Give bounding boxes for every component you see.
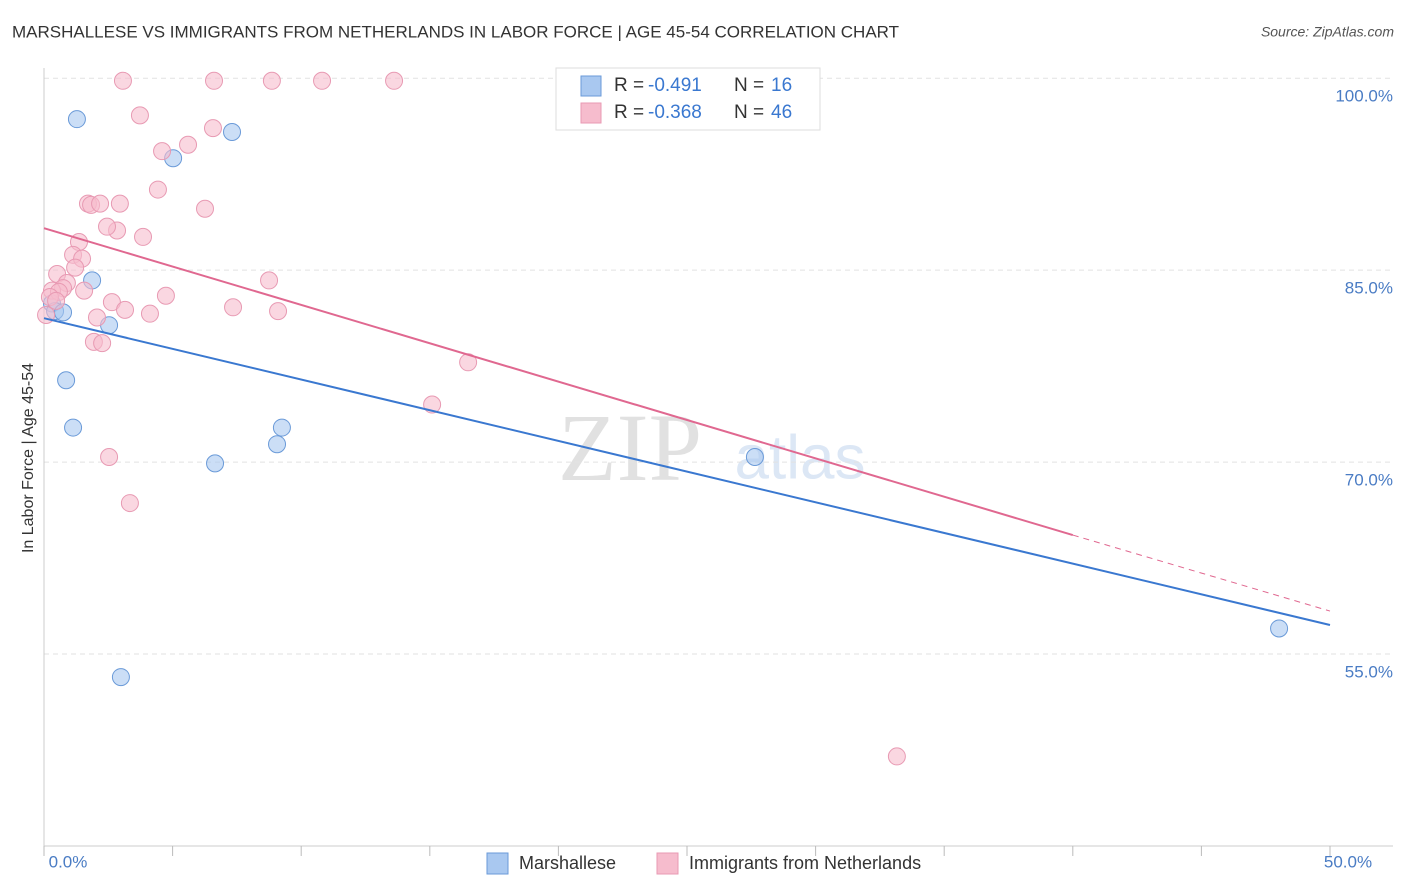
y-tick-label: 55.0% [1345,663,1393,682]
legend-label: Marshallese [519,853,616,873]
point [111,668,130,687]
point [262,71,281,90]
point [110,194,129,213]
x-tick-label: 0.0% [49,852,88,871]
point [196,199,215,218]
point [272,418,291,437]
watermark: ZIP atlas [558,394,865,501]
r-value: -0.491 [648,75,702,96]
point [179,135,198,154]
r-label: R = [614,75,644,96]
point [156,286,175,305]
point [113,71,132,90]
point [269,302,288,321]
point [64,418,83,437]
point [140,304,159,323]
point [130,106,149,125]
point [313,71,332,90]
point [100,448,119,466]
n-value: 16 [771,75,792,96]
r-value: -0.368 [648,102,702,123]
trend-line [43,227,1074,537]
point [260,271,279,290]
point [223,122,242,141]
trend-line-extension [1072,534,1331,612]
watermark-zip: ZIP [558,394,702,501]
point [75,281,94,300]
n-label: N = [734,75,764,96]
legend-swatch [486,852,509,875]
point [203,119,222,138]
point [385,71,404,90]
legend-label: Immigrants from Netherlands [689,853,921,873]
n-label: N = [734,102,764,123]
chart-title: MARSHALLESE VS IMMIGRANTS FROM NETHERLAN… [12,22,899,41]
point [1270,619,1289,638]
point [206,454,225,473]
y-axis-label: In Labor Force | Age 45-54 [20,363,37,553]
point [120,494,139,513]
trend-line [43,317,1331,626]
y-tick-label: 100.0% [1335,87,1393,106]
n-value: 46 [771,102,792,123]
source: Source: ZipAtlas.com [1261,24,1394,40]
point [224,298,243,317]
point [98,217,117,236]
point [268,435,287,454]
point [67,110,86,129]
point [205,71,224,90]
r-label: R = [614,102,644,123]
point [47,291,66,310]
legend: Marshallese Immigrants from Netherlands [486,852,921,875]
point [153,142,172,161]
point [134,227,153,246]
point [116,300,135,319]
legend-swatch [656,852,679,875]
legend-swatch [580,75,602,97]
stats-legend: R = -0.491 N = 16 R = -0.368 N = 46 [555,67,821,131]
point [66,258,85,277]
point [91,194,110,213]
y-tick-label: 70.0% [1345,471,1393,490]
point [57,371,76,390]
point [87,308,106,327]
x-tick-label: 50.0% [1324,852,1372,871]
point [745,448,764,466]
y-tick-label: 85.0% [1345,279,1393,298]
point [887,747,906,766]
legend-swatch [580,102,602,124]
point [148,180,167,199]
point [93,334,112,353]
